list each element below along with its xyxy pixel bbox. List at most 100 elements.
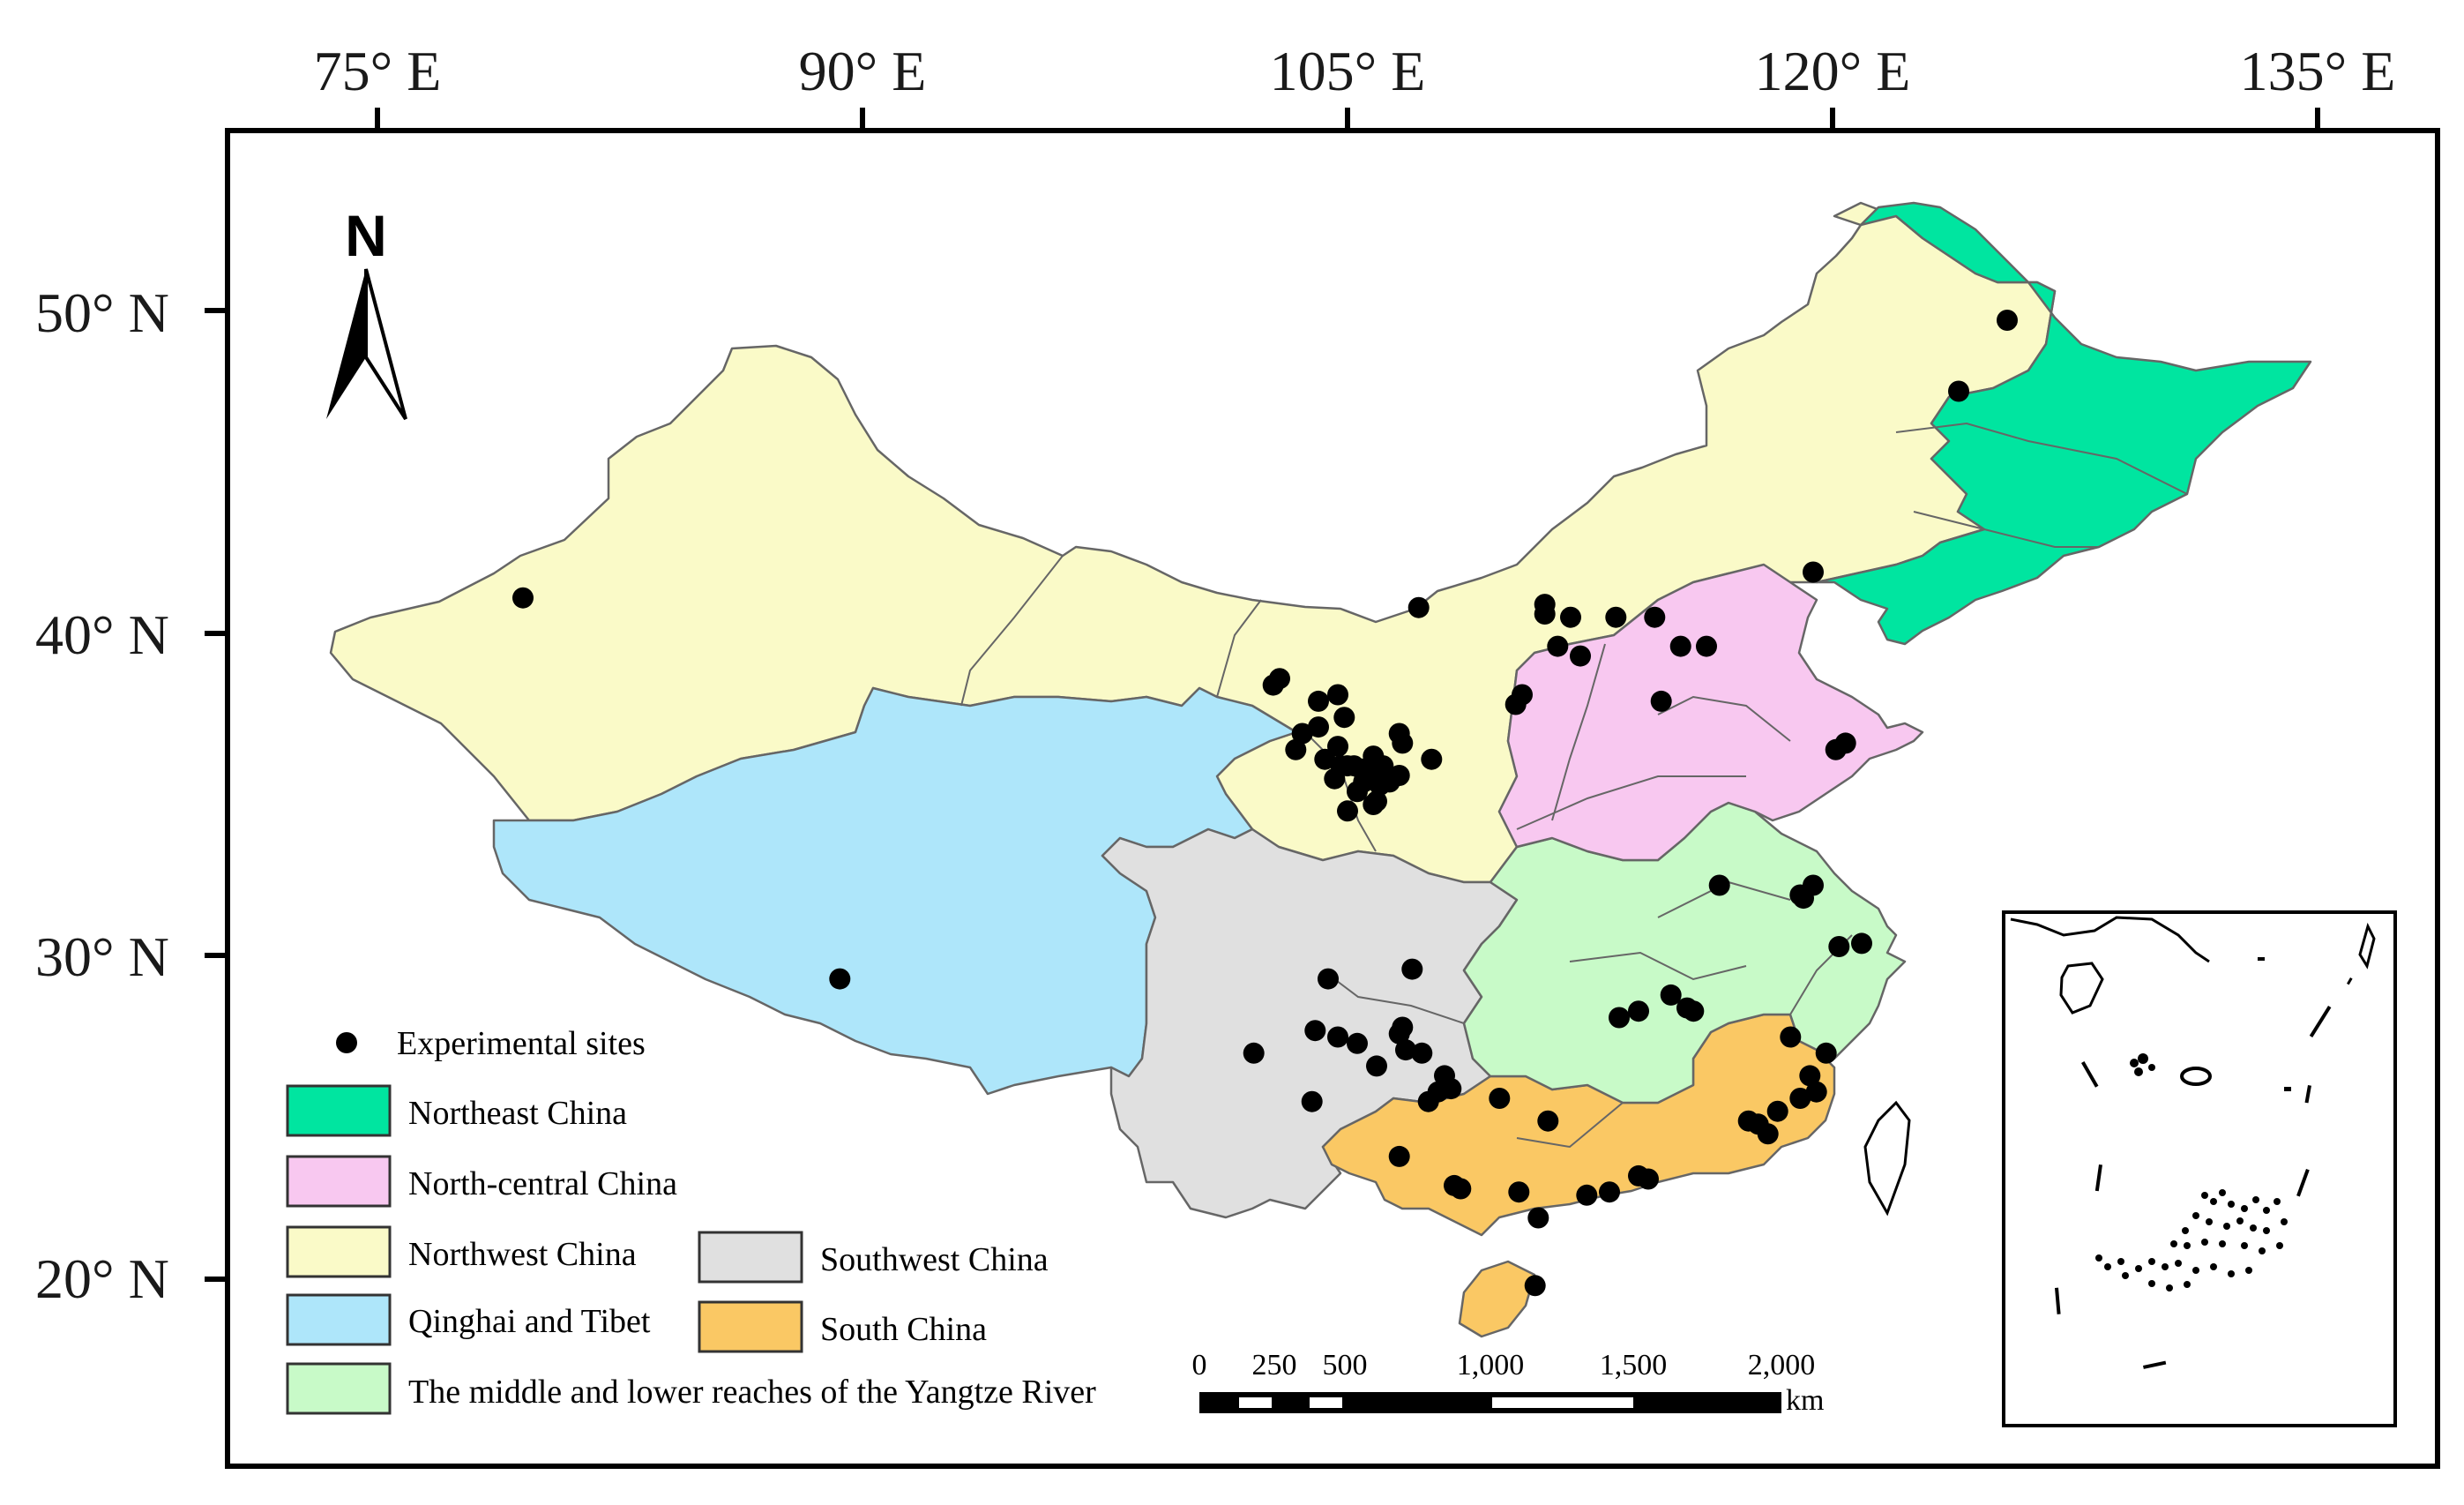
experimental-site-marker: [1547, 635, 1569, 657]
experimental-site-marker: [1948, 380, 1969, 402]
region-northeast-china: [1815, 201, 2312, 646]
experimental-site-marker: [1372, 755, 1394, 777]
experimental-site-marker: [1669, 635, 1691, 657]
experimental-site-marker: [1308, 690, 1329, 712]
experimental-site-marker: [1576, 1184, 1598, 1206]
experimental-site-marker: [1799, 1065, 1821, 1087]
longitude-ticks: 75° E 90° E 105° E 120° E 135° E: [314, 40, 2396, 102]
map-frame: [205, 108, 2440, 1469]
legend-swatch-north-central: [286, 1155, 392, 1208]
province-boundary-lines: [960, 422, 2188, 1149]
legend-site-marker: [336, 1032, 357, 1053]
legend-sites-label: Experimental sites: [397, 1025, 646, 1062]
taiwan-outline: [1863, 1100, 1911, 1217]
experimental-site-marker: [1805, 1081, 1827, 1103]
experimental-site-marker: [1628, 1164, 1649, 1187]
experimental-sites: [512, 310, 2018, 1297]
scale-label-2000: 2,000: [1748, 1349, 1816, 1381]
longitude-tick-105e: 105° E: [1270, 40, 1426, 102]
legend-label-northeast: Northeast China: [408, 1095, 627, 1132]
experimental-site-marker: [1401, 958, 1423, 980]
experimental-site-marker: [1644, 606, 1666, 628]
experimental-site-marker: [1333, 707, 1355, 729]
experimental-site-marker: [1489, 1088, 1511, 1109]
experimental-site-marker: [1314, 748, 1336, 770]
experimental-site-marker: [1308, 716, 1329, 738]
experimental-site-marker: [1650, 690, 1672, 712]
experimental-site-marker: [1392, 1016, 1414, 1038]
experimental-site-marker: [1417, 1090, 1439, 1112]
experimental-site-marker: [1388, 1145, 1410, 1167]
experimental-site-marker: [1347, 781, 1368, 803]
map-frame-border: [225, 128, 2440, 1469]
legend: Experimental sites Northeast China North…: [286, 1025, 1096, 1415]
north-arrow-label: N: [345, 203, 387, 268]
experimental-site-marker: [1411, 1042, 1433, 1064]
latitude-ticks: 50° N 40° N 30° N 20° N: [35, 281, 169, 1310]
experimental-site-marker: [1803, 561, 1824, 583]
experimental-site-marker: [1780, 1026, 1802, 1048]
longitude-tick-75e: 75° E: [314, 40, 442, 102]
north-arrow: N: [326, 203, 407, 421]
experimental-site-marker: [1347, 1032, 1368, 1054]
experimental-site-marker: [1407, 596, 1430, 618]
experimental-site-marker: [1834, 732, 1856, 754]
experimental-site-marker: [1534, 603, 1556, 625]
inset-frame: [2002, 910, 2397, 1427]
region-south-china-hainan: [1458, 1260, 1536, 1338]
longitude-tick-135e: 135° E: [2240, 40, 2396, 102]
experimental-site-marker: [1508, 1181, 1530, 1203]
latitude-tick-50n: 50° N: [35, 281, 169, 344]
experimental-site-marker: [1708, 874, 1730, 896]
experimental-site-marker: [1683, 1000, 1705, 1022]
experimental-site-marker: [1789, 1088, 1811, 1109]
experimental-site-marker: [1605, 606, 1627, 628]
latitude-tick-40n: 40° N: [35, 603, 169, 666]
experimental-site-marker: [1327, 1026, 1348, 1048]
experimental-site-marker: [1803, 874, 1824, 896]
experimental-site-marker: [1609, 1007, 1630, 1029]
legend-label-northwest: Northwest China: [408, 1236, 637, 1273]
experimental-site-marker: [1660, 984, 1682, 1006]
experimental-site-marker: [1766, 1100, 1788, 1122]
legend-label-north-central: North-central China: [408, 1165, 677, 1202]
experimental-site-marker: [1828, 936, 1850, 957]
legend-swatch-northwest: [286, 1225, 392, 1278]
experimental-site-marker: [1395, 1039, 1416, 1061]
legend-label-south: South China: [820, 1311, 987, 1348]
experimental-site-marker: [1366, 1055, 1387, 1077]
experimental-site-marker: [1388, 723, 1410, 745]
experimental-site-marker: [1269, 668, 1290, 690]
legend-swatch-qinghai-tibet: [286, 1293, 392, 1346]
experimental-site-marker: [1696, 635, 1717, 657]
region-north-central-china: [1497, 563, 1924, 862]
experimental-site-marker: [1318, 968, 1339, 990]
longitude-tick-120e: 120° E: [1755, 40, 1911, 102]
scale-label-1500: 1,500: [1600, 1349, 1668, 1381]
experimental-site-marker: [1757, 1123, 1779, 1145]
scale-bar-frame: [1199, 1392, 1781, 1413]
experimental-site-marker: [1353, 761, 1375, 783]
scale-label-1000: 1,000: [1457, 1349, 1525, 1381]
legend-label-yangtze: The middle and lower reaches of the Yang…: [408, 1374, 1096, 1411]
longitude-tick-90e: 90° E: [799, 40, 927, 102]
experimental-site-marker: [1628, 1000, 1649, 1022]
scale-unit: km: [1786, 1384, 1824, 1417]
experimental-site-marker: [1524, 1275, 1546, 1297]
latitude-tick-20n: 20° N: [35, 1247, 169, 1310]
legend-swatch-south: [698, 1300, 803, 1353]
north-arrow-icon: [326, 269, 366, 419]
experimental-site-marker: [1997, 310, 2018, 331]
experimental-site-marker: [1304, 1020, 1326, 1042]
experimental-site-marker: [1599, 1181, 1620, 1203]
experimental-site-marker: [1369, 775, 1391, 796]
experimental-site-marker: [1505, 693, 1527, 715]
experimental-site-marker: [1363, 794, 1385, 815]
legend-swatch-southwest: [698, 1231, 803, 1284]
experimental-site-marker: [1450, 1178, 1472, 1200]
experimental-site-marker: [1327, 736, 1348, 758]
scale-label-250: 250: [1252, 1349, 1297, 1381]
frame-tick-marks: [205, 108, 2320, 1282]
experimental-site-marker: [512, 587, 534, 609]
experimental-site-marker: [829, 968, 851, 990]
